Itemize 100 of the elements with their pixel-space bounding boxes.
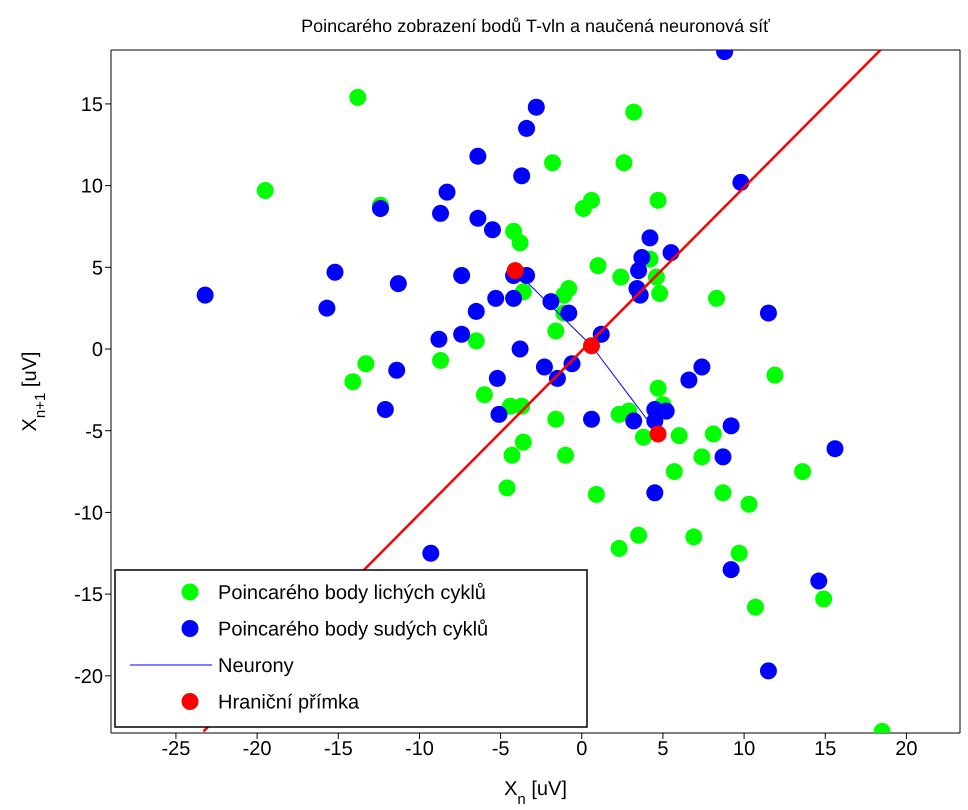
point [722, 417, 740, 434]
x-tick-label: 0 [576, 738, 588, 760]
x-tick-label: -15 [324, 738, 353, 760]
point [651, 284, 668, 302]
point [432, 204, 450, 222]
point [453, 326, 470, 343]
point [372, 200, 389, 217]
point [513, 167, 530, 184]
point [722, 561, 740, 578]
legend-label: Poincarého body lichých cyklů [218, 582, 486, 604]
x-axis-title: X$_{n}$ [uV] [504, 778, 567, 808]
point [390, 275, 407, 292]
point [318, 300, 336, 317]
point [557, 446, 574, 464]
y-tick-label: 0 [92, 339, 103, 362]
point [488, 370, 506, 387]
point [625, 104, 642, 121]
point [476, 386, 493, 404]
point [518, 120, 536, 137]
point [376, 400, 394, 418]
point [438, 184, 456, 201]
point [196, 286, 214, 304]
point [506, 262, 524, 280]
point [740, 496, 758, 513]
point [634, 428, 652, 446]
point [326, 264, 344, 281]
chart-title: Poincarého zobrazení bodů T-vln a naučená neuronová síť [300, 16, 771, 37]
point [498, 479, 516, 496]
point [547, 410, 564, 428]
point [469, 210, 486, 227]
point [430, 330, 448, 348]
point [612, 268, 630, 286]
point [490, 406, 508, 423]
point [766, 366, 784, 384]
legend-label: Neurony [218, 655, 294, 677]
point [468, 332, 485, 350]
point [650, 192, 667, 209]
point [680, 372, 698, 389]
point [693, 358, 710, 376]
point [650, 425, 667, 442]
point [714, 484, 732, 502]
point [815, 590, 832, 608]
point [630, 526, 648, 544]
point [760, 304, 777, 322]
y-tick-label: -10 [74, 502, 103, 525]
point [590, 257, 606, 274]
x-tick-label: -5 [492, 738, 510, 760]
legend-label: Poincarého body sudých cyklů [218, 618, 488, 640]
point [484, 221, 501, 238]
point [422, 544, 440, 562]
point [388, 362, 406, 379]
point [503, 446, 520, 464]
x-tick-label: 20 [895, 738, 918, 760]
x-tick-label: 15 [814, 738, 836, 760]
point [536, 358, 553, 376]
y-tick-label: -5 [85, 420, 103, 443]
point [708, 290, 725, 307]
point [630, 262, 648, 280]
point [826, 440, 844, 458]
point [704, 425, 722, 442]
point [670, 427, 688, 444]
point [528, 98, 545, 116]
point [641, 229, 658, 246]
y-tick-label: -20 [74, 666, 103, 688]
point [512, 234, 529, 252]
point [349, 88, 366, 106]
y-tick-label: 5 [92, 257, 103, 280]
x-tick-label: -20 [242, 738, 272, 760]
x-tick-label: 5 [657, 738, 668, 760]
point [468, 302, 485, 320]
point [560, 280, 578, 298]
x-tick-label: -25 [161, 738, 190, 760]
point [685, 528, 702, 546]
point [542, 293, 560, 310]
point [547, 322, 564, 340]
point [256, 182, 274, 200]
point [610, 540, 628, 557]
x-tick-label: 10 [732, 738, 756, 760]
point [512, 340, 529, 358]
point [810, 572, 828, 590]
point [487, 290, 504, 307]
x-tick-label: -10 [404, 738, 434, 760]
point [583, 410, 600, 428]
point [714, 448, 732, 466]
point [583, 337, 600, 354]
point [514, 434, 532, 451]
point [693, 448, 710, 466]
point [646, 484, 664, 502]
point [666, 463, 683, 480]
point [730, 544, 748, 562]
point [588, 486, 605, 503]
point [560, 304, 578, 322]
point [650, 380, 667, 397]
point [357, 355, 374, 372]
y-tick-label: 15 [80, 94, 103, 116]
legend-label: Hraniční přímka [218, 692, 360, 714]
point [746, 598, 764, 616]
y-tick-label: 10 [80, 176, 103, 198]
point [469, 148, 486, 165]
point [625, 412, 642, 430]
